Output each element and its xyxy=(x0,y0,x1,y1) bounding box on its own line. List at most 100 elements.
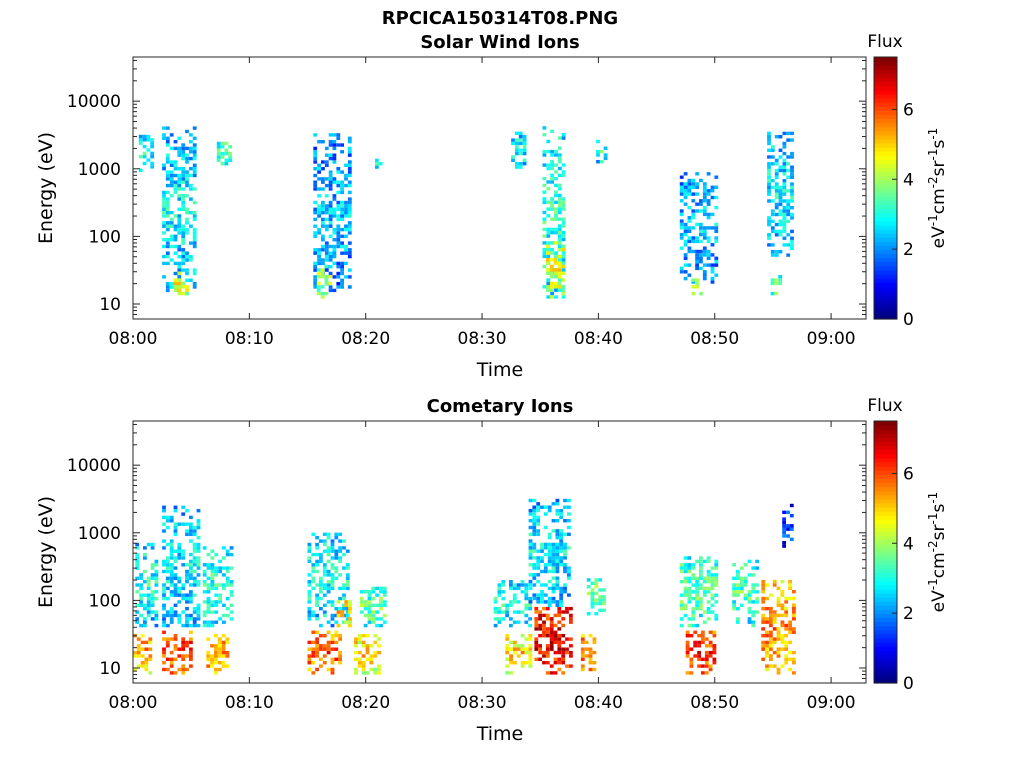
spectrogram-cell xyxy=(683,243,688,247)
spectrogram-cell xyxy=(520,583,525,587)
spectrogram-cell xyxy=(691,623,696,628)
spectrogram-cell xyxy=(555,586,560,591)
spectrogram-cell xyxy=(229,552,234,557)
spectrogram-cell xyxy=(542,606,546,611)
figure-title: RPCICA150314T08.PNG xyxy=(382,8,618,29)
spectrogram-cell xyxy=(584,640,589,645)
spectrogram-cell xyxy=(786,162,791,166)
spectrogram-cell xyxy=(679,192,684,196)
spectrogram-cell xyxy=(551,529,556,533)
spectrogram-cell xyxy=(561,197,566,201)
spectrogram-cell xyxy=(324,227,329,232)
spectrogram-cell xyxy=(528,644,533,648)
spectrogram-cell xyxy=(326,559,331,564)
spectrogram-cell xyxy=(139,576,143,580)
spectrogram-cell xyxy=(319,586,323,591)
spectrogram-cell xyxy=(363,613,368,618)
spectrogram-cell xyxy=(340,613,345,618)
spectrogram-cell xyxy=(154,563,159,567)
spectrogram-cell xyxy=(324,183,329,188)
spectrogram-cell xyxy=(313,265,318,269)
spectrogram-cell xyxy=(146,542,151,547)
spectrogram-cell xyxy=(307,600,312,604)
spectrogram-cell xyxy=(588,667,593,672)
spectrogram-cell xyxy=(555,566,560,570)
spectrogram-cell xyxy=(196,563,201,567)
spectrogram-cell xyxy=(138,138,143,142)
spectrogram-cell xyxy=(177,667,182,672)
spectrogram-cell xyxy=(328,288,333,293)
spectrogram-cell xyxy=(311,586,316,591)
spectrogram-cell xyxy=(173,509,178,513)
spectrogram-cell xyxy=(222,586,226,591)
spectrogram-cell xyxy=(347,248,352,252)
spectrogram-cell xyxy=(784,613,789,618)
spectrogram-cell xyxy=(687,229,692,233)
spectrogram-cell xyxy=(214,650,218,655)
spectrogram-cell xyxy=(169,549,174,553)
spectrogram-cell xyxy=(561,271,566,275)
spectrogram-cell xyxy=(712,647,717,651)
spectrogram-cell xyxy=(192,525,197,530)
spectrogram-cell xyxy=(189,150,193,154)
spectrogram-cell xyxy=(790,212,794,217)
spectrogram-cell xyxy=(747,596,752,601)
spectrogram-cell xyxy=(315,603,319,607)
spectrogram-cell xyxy=(192,593,197,597)
spectrogram-cell xyxy=(602,595,606,599)
spectrogram-cell xyxy=(344,207,348,211)
spectrogram-cell xyxy=(173,586,178,591)
spectrogram-cell xyxy=(588,634,593,638)
spectrogram-cell xyxy=(761,590,766,594)
spectrogram-cell xyxy=(192,617,197,621)
spectrogram-cell xyxy=(555,583,560,587)
spectrogram-cell xyxy=(547,552,552,557)
spectrogram-cell xyxy=(336,275,341,279)
spectrogram-cell xyxy=(185,654,189,658)
spectrogram-cell xyxy=(173,163,178,167)
spectrogram-cell xyxy=(185,194,189,198)
spectrogram-cell xyxy=(554,210,558,215)
spectrogram-cell xyxy=(792,630,796,634)
spectrogram-cell xyxy=(528,512,533,516)
spectrogram-cell xyxy=(790,131,794,136)
spectrogram-cell xyxy=(555,600,560,604)
colorbar-swatch xyxy=(874,429,897,434)
spectrogram-cell xyxy=(359,603,364,607)
spectrogram-cell xyxy=(313,183,318,188)
spectrogram-cell xyxy=(181,596,186,601)
spectrogram-cell xyxy=(328,183,333,188)
spectrogram-cell xyxy=(770,185,775,190)
spectrogram-cell xyxy=(338,549,342,553)
spectrogram-cell xyxy=(695,202,699,206)
spectrogram-cell xyxy=(697,634,701,638)
spectrogram-cell xyxy=(181,241,186,245)
spectrogram-cell xyxy=(136,644,141,648)
spectrogram-cell xyxy=(687,236,692,240)
spectrogram-cell xyxy=(702,580,707,584)
colorbar-swatch xyxy=(874,310,897,316)
spectrogram-cell xyxy=(311,630,316,634)
spectrogram-cell xyxy=(185,593,189,597)
spectrogram-cell xyxy=(736,576,740,580)
spectrogram-cell xyxy=(543,563,548,567)
spectrogram-cell xyxy=(214,569,219,574)
spectrogram-cell xyxy=(702,253,707,257)
spectrogram-cell xyxy=(181,143,186,147)
spectrogram-cell xyxy=(139,603,143,607)
spectrogram-cell xyxy=(767,155,771,159)
spectrogram-cell xyxy=(739,603,744,607)
spectrogram-cell xyxy=(555,576,560,580)
spectrogram-cell xyxy=(603,153,608,157)
spectrogram-cell xyxy=(377,671,381,675)
spectrogram-cell xyxy=(588,650,593,655)
spectrogram-cell xyxy=(702,199,707,203)
spectrogram-cell xyxy=(216,148,221,152)
spectrogram-cell xyxy=(181,238,186,242)
colorbar-swatch xyxy=(874,110,897,115)
spectrogram-cell xyxy=(173,573,178,577)
spectrogram-cell xyxy=(150,600,155,604)
spectrogram-cell xyxy=(162,620,166,624)
spectrogram-cell xyxy=(192,569,197,574)
spectrogram-cell xyxy=(181,227,186,232)
